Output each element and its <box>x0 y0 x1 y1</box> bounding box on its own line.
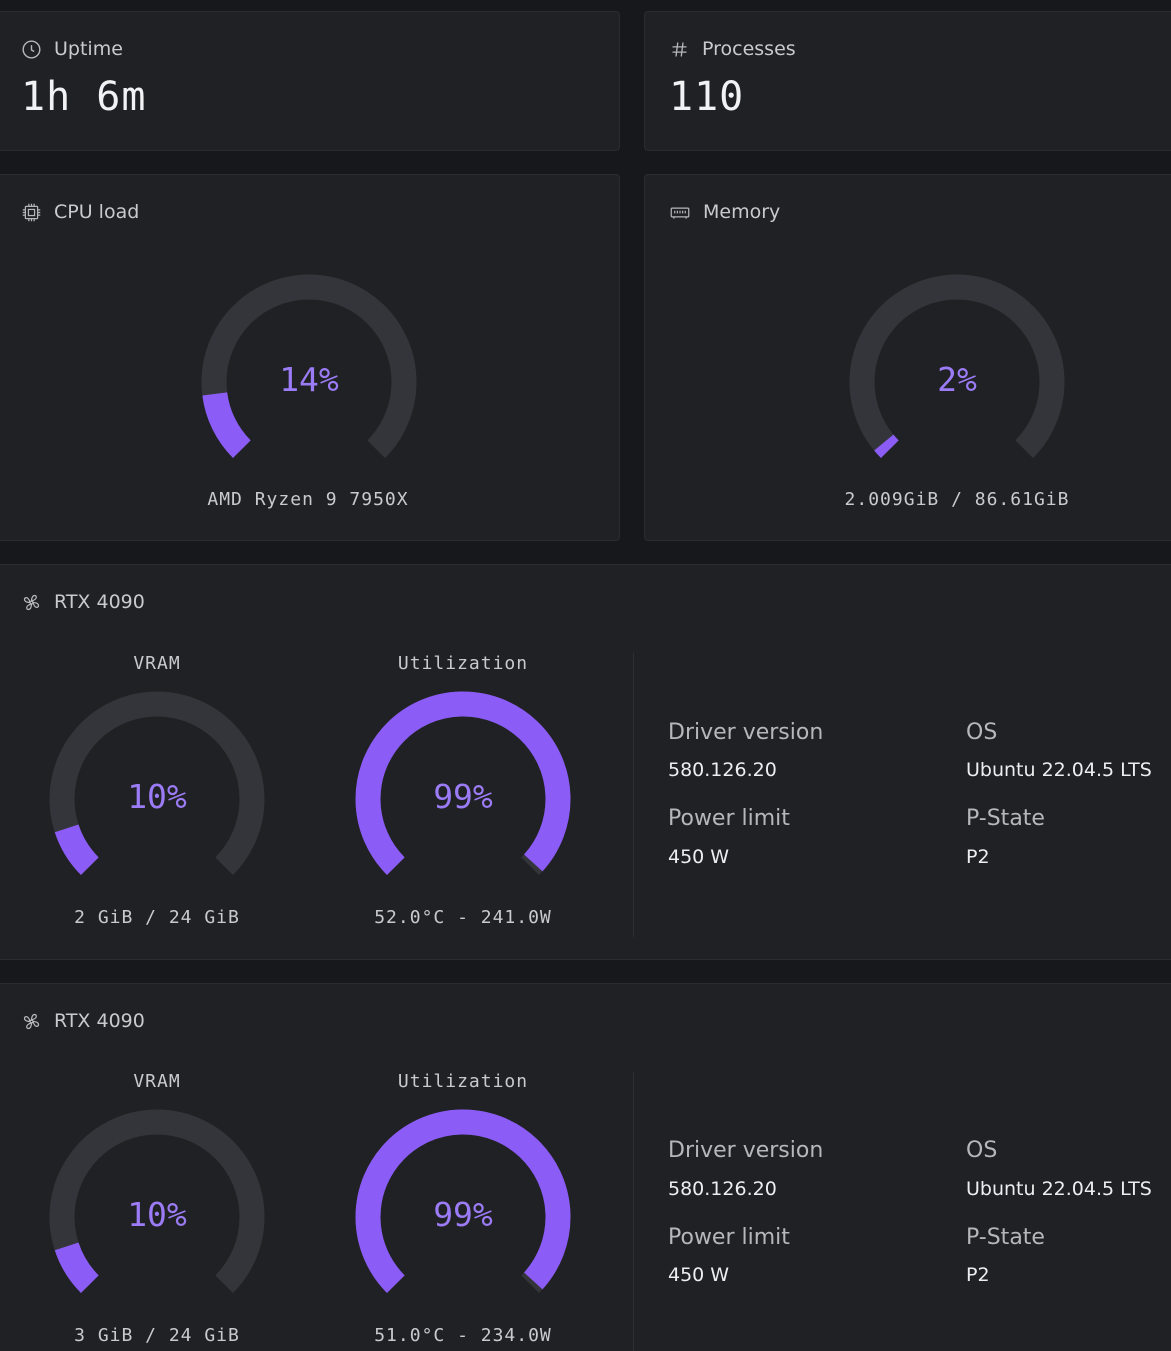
gauge-fill <box>54 824 99 876</box>
gauge-arc <box>355 691 571 875</box>
temp-power: 51.0°C - 234.0W <box>374 1325 552 1346</box>
memory-icon <box>669 202 691 223</box>
cpu-model: AMD Ryzen 9 7950X <box>207 489 409 510</box>
vram-usage: 2 GiB / 24 GiB <box>74 907 240 928</box>
cpu-card: CPU load 14% AMD Ryzen 9 7950X <box>0 174 620 541</box>
gpu-fan-icon <box>21 592 42 613</box>
gauge-arc <box>49 1109 265 1294</box>
uptime-card: Uptime 1h 6m <box>0 11 620 151</box>
gpu-card: RTX 4090 VRAM 10% 2 GiB / 24 GiB Utiliza… <box>0 564 1171 960</box>
utilization-gauge: 99% <box>355 691 571 907</box>
gauge-arc <box>201 274 417 459</box>
memory-usage: 2.009GiB / 86.61GiB <box>844 489 1070 510</box>
gpu-name: RTX 4090 <box>54 591 145 613</box>
vram-heading: VRAM <box>133 653 181 674</box>
p-state-value: P2 <box>966 846 990 868</box>
memory-label: Memory <box>703 201 781 223</box>
processes-value: 110 <box>669 74 745 120</box>
hash-icon <box>669 39 690 60</box>
gpu-divider <box>633 1072 634 1351</box>
gpu-fan-icon <box>21 1011 42 1032</box>
power-limit-label: Power limit <box>668 1225 790 1250</box>
gauge-fill <box>355 691 571 875</box>
memory-gauge: 2% <box>849 274 1065 490</box>
memory-card: Memory 2% 2.009GiB / 86.61GiB <box>644 174 1171 541</box>
os-value: Ubuntu 22.04.5 LTS <box>966 759 1152 781</box>
p-state-label: P-State <box>966 806 1045 831</box>
gpu-card: RTX 4090 VRAM 10% 3 GiB / 24 GiB Utiliza… <box>0 983 1171 1351</box>
utilization-gauge: 99% <box>355 1109 571 1325</box>
os-label: OS <box>966 720 998 745</box>
gauge-track <box>849 274 1065 458</box>
vram-gauge: 10% <box>49 691 265 907</box>
utilization-heading: Utilization <box>397 653 529 674</box>
cpu-title: CPU load <box>21 201 139 223</box>
vram-percent: 10% <box>127 777 187 816</box>
gauge-arc <box>49 691 265 876</box>
vram-percent: 10% <box>127 1195 187 1234</box>
os-label: OS <box>966 1138 998 1163</box>
gauge-arc <box>355 1109 571 1293</box>
gauge-fill <box>874 434 899 459</box>
gpu-name: RTX 4090 <box>54 1010 145 1032</box>
utilization-percent: 99% <box>433 1195 493 1234</box>
uptime-title: Uptime <box>21 38 123 60</box>
utilization-heading: Utilization <box>397 1071 529 1092</box>
temp-power: 52.0°C - 241.0W <box>374 907 552 928</box>
os-value: Ubuntu 22.04.5 LTS <box>966 1178 1152 1200</box>
driver-version-value: 580.126.20 <box>668 1178 777 1200</box>
gauge-track <box>49 691 265 875</box>
p-state-value: P2 <box>966 1264 990 1286</box>
p-state-label: P-State <box>966 1225 1045 1250</box>
memory-title: Memory <box>669 201 780 223</box>
processes-card: Processes 110 <box>644 11 1171 151</box>
gauge-fill <box>202 391 251 459</box>
gauge-track <box>201 274 417 458</box>
vram-gauge: 10% <box>49 1109 265 1325</box>
gpu-title: RTX 4090 <box>21 591 145 613</box>
utilization-percent: 99% <box>433 777 493 816</box>
driver-version-label: Driver version <box>668 720 824 745</box>
gpu-title: RTX 4090 <box>21 1010 145 1032</box>
cpu-label: CPU load <box>54 201 140 223</box>
gauge-arc <box>849 274 1065 459</box>
processes-title: Processes <box>669 38 796 60</box>
vram-usage: 3 GiB / 24 GiB <box>74 1325 240 1346</box>
cpu-percent: 14% <box>279 360 339 399</box>
clock-icon <box>21 39 42 60</box>
power-limit-value: 450 W <box>668 1264 730 1286</box>
power-limit-value: 450 W <box>668 846 730 868</box>
gauge-track <box>49 1109 265 1293</box>
memory-percent: 2% <box>937 360 977 399</box>
gauge-fill <box>355 1109 571 1293</box>
gauge-fill <box>54 1242 99 1294</box>
driver-version-value: 580.126.20 <box>668 759 777 781</box>
cpu-chip-icon <box>21 202 42 223</box>
power-limit-label: Power limit <box>668 806 790 831</box>
vram-heading: VRAM <box>133 1071 181 1092</box>
uptime-value: 1h 6m <box>21 74 147 120</box>
gpu-divider <box>633 653 634 937</box>
cpu-gauge: 14% <box>201 274 417 490</box>
driver-version-label: Driver version <box>668 1138 824 1163</box>
uptime-label: Uptime <box>54 38 123 60</box>
processes-label: Processes <box>702 38 796 60</box>
